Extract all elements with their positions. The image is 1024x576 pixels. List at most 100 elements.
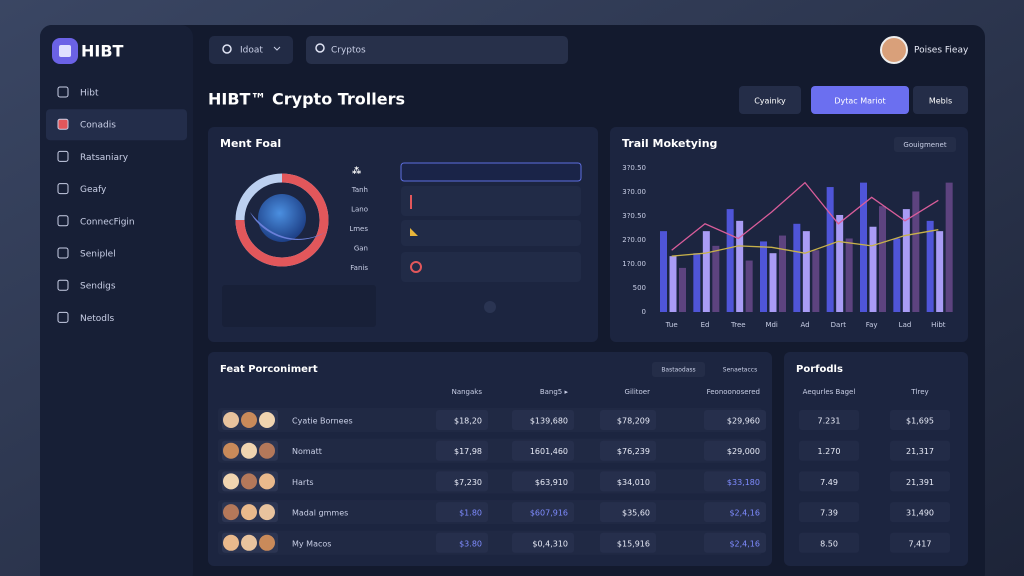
row-name: Madal gmmes [292,509,348,518]
logo: HIBT [81,42,124,61]
avatar[interactable] [880,36,908,64]
legend-label: Gan [354,245,368,253]
nav-icon [57,118,69,130]
stats-icon [484,301,496,313]
cell-pill [890,440,950,461]
button[interactable] [739,86,801,114]
x-label: Fay [866,321,878,329]
avatar [259,412,275,428]
avatar [259,442,275,459]
bar [945,182,953,312]
card-title: Trail Moketying [622,137,717,150]
cell-pill [890,471,950,492]
cell: $2,4,16 [729,539,760,548]
cell-pill [799,532,859,553]
stats-header [400,162,582,182]
page-title: HIBT™ Crypto Trollers [208,90,405,109]
cell-pill [890,410,950,430]
bar [769,253,777,312]
y-label: 1?0.00 [622,260,646,268]
cell: $7,230 [454,478,482,487]
legend-icon: ⁂ [352,166,362,177]
avatar [241,412,257,428]
nav-item[interactable]: Hibt [80,89,99,99]
nav-icon [57,86,69,98]
cell: $1.80 [459,509,482,518]
cell-pill [512,410,574,430]
x-label: Tue [665,321,678,329]
legend-label: Tanh [351,186,368,194]
nav-item[interactable]: Sendigs [80,282,116,292]
bar [812,250,820,312]
bar [745,260,753,312]
cell-pill [704,532,766,553]
bar [902,209,910,312]
row-name: My Macos [292,539,331,548]
cell: $78,209 [617,417,650,426]
bar [726,209,734,312]
marker [410,195,412,209]
avatar [259,534,275,551]
cell-pill [704,440,766,461]
search-box[interactable] [306,36,568,64]
cell: $76,239 [617,447,650,456]
cell: $3.80 [459,539,482,548]
nav-item[interactable]: ConnecFigin [80,217,135,227]
cell: $1,695 [906,417,934,426]
row-name: Cyatie Bornees [292,417,353,426]
cell-pill [436,471,488,492]
dropdown[interactable] [209,36,293,64]
cell: $607,916 [530,509,568,518]
bar [936,231,944,312]
nav-icon [57,311,69,323]
cell: $15,916 [617,539,650,548]
x-label: Mdi [765,321,777,329]
cell-pill [512,502,574,523]
nav-item[interactable]: Ratsaniary [80,153,129,163]
nav-item[interactable]: Seniplel [80,250,116,260]
cell: 21,317 [906,447,934,456]
row-name: Nomatt [292,447,322,456]
button[interactable] [913,86,968,114]
chevron [273,46,281,51]
bar [693,253,701,312]
cell: $34,010 [617,478,650,487]
avatar [223,442,239,459]
y-label: 2?0.00 [622,236,646,244]
cell-pill [890,532,950,553]
cell: $18,20 [454,417,482,426]
column-header: Tlrey [910,388,928,396]
nav-item[interactable]: Conadis [80,121,116,131]
bar [702,231,710,312]
card-title: Feat Porconimert [220,364,318,375]
summary-box [222,285,376,327]
button-label: Cyainky [754,97,786,106]
chart-button[interactable] [894,137,956,152]
column-header: Feonoonosered [707,388,760,396]
bar [760,241,767,312]
search-icon [315,43,325,53]
nav-item[interactable]: Netodls [80,314,115,324]
nav-icon [57,183,69,195]
table-button-label: Bastaodass [661,367,695,374]
table-button-label: Senaetaccs [723,367,757,374]
cell-pill [799,471,859,492]
nav-item[interactable]: Geafy [80,185,107,195]
nav-icon [57,279,69,291]
cell: $63,910 [535,478,568,487]
y-label: 0 [642,308,646,316]
trend-line [671,181,939,251]
cell: 7,417 [909,539,932,548]
chart-button-label: Gouigmenet [903,141,946,149]
cell-pill [704,410,766,430]
avatar [223,534,239,551]
avatar [241,534,257,551]
legend-label: Lano [351,206,368,214]
button[interactable] [811,86,909,114]
avatar [241,442,257,459]
bar [679,267,686,312]
cell: $139,680 [530,417,568,426]
bar [836,214,844,312]
table-button[interactable] [652,362,705,377]
